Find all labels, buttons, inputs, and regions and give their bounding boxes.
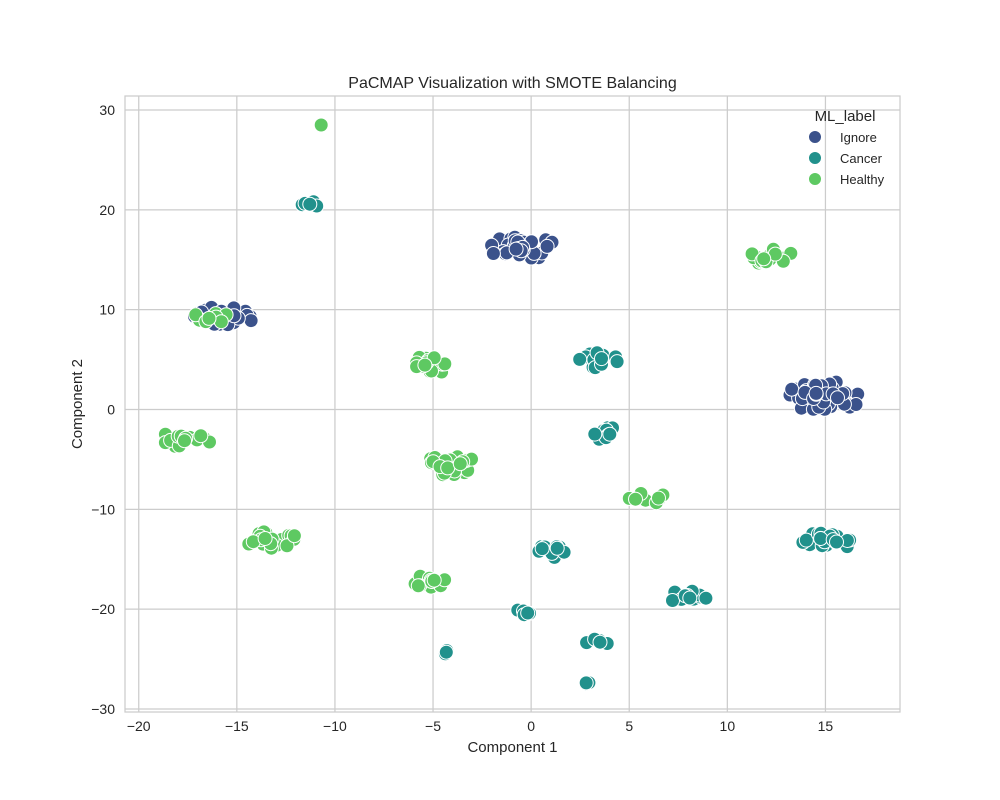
data-point (279, 538, 295, 554)
data-point (813, 531, 829, 546)
chart-title: PaCMAP Visualization with SMOTE Balancin… (348, 75, 676, 92)
data-point (651, 490, 666, 506)
data-point (539, 238, 555, 254)
y-tick-label: 30 (99, 102, 115, 118)
data-point (213, 314, 229, 330)
y-axis-label: Component 2 (69, 359, 86, 449)
legend-marker-cancer (808, 151, 822, 165)
x-tick-label: 15 (818, 718, 834, 734)
data-point (602, 426, 618, 442)
legend-label-ignore: Ignore (840, 130, 877, 145)
cluster-healthy (157, 426, 217, 454)
data-point (508, 241, 524, 257)
x-tick-label: −20 (127, 718, 151, 734)
data-point (549, 540, 565, 556)
cluster-ignore (782, 374, 866, 417)
plot-frame (124, 95, 901, 713)
cluster-cancer (579, 631, 615, 651)
y-tick-label: 10 (99, 302, 115, 318)
data-point (193, 428, 209, 444)
x-tick-label: 10 (720, 718, 736, 734)
cluster-cancer (587, 420, 620, 447)
x-tick-label: 5 (625, 718, 633, 734)
data-point (410, 578, 426, 594)
data-point (426, 572, 442, 588)
data-points (157, 117, 866, 692)
legend-label-cancer: Cancer (840, 151, 883, 166)
series-healthy (157, 117, 799, 595)
data-point (572, 351, 588, 367)
data-point (417, 357, 433, 373)
y-tick-label: 0 (107, 401, 115, 417)
cluster-healthy (409, 349, 453, 380)
data-point (286, 528, 302, 544)
cluster-cancer (572, 345, 625, 376)
data-point (830, 390, 845, 406)
cluster-cancer (665, 583, 714, 608)
y-tick-label: −30 (91, 701, 115, 717)
y-tick-label: −10 (91, 501, 115, 517)
data-point (808, 385, 824, 401)
data-point (440, 460, 456, 476)
data-point (609, 354, 625, 370)
series-cancer (294, 194, 858, 692)
data-point (201, 310, 217, 326)
y-tick-label: 20 (99, 202, 115, 218)
data-point (698, 590, 714, 606)
data-point (594, 351, 609, 367)
data-point (578, 675, 594, 691)
data-point (682, 590, 698, 606)
data-point (628, 491, 643, 507)
cluster-cancer (294, 194, 325, 214)
cluster-cancer (437, 643, 455, 662)
cluster-healthy (407, 568, 453, 595)
cluster-cancer (578, 675, 597, 692)
data-point (257, 531, 273, 546)
legend-marker-ignore (808, 130, 822, 144)
cluster-healthy (188, 306, 234, 330)
data-point (243, 313, 259, 329)
legend-label-healthy: Healthy (840, 172, 885, 187)
x-axis-label: Component 1 (467, 739, 557, 756)
data-point (438, 644, 454, 660)
data-point (592, 634, 608, 650)
data-point (313, 117, 329, 133)
data-point (534, 541, 550, 557)
y-tick-label: −20 (91, 601, 115, 617)
legend: ML_label Ignore Cancer Healthy (808, 108, 885, 187)
legend-marker-healthy (808, 172, 822, 186)
cluster-healthy (621, 486, 671, 511)
cluster-healthy (744, 241, 799, 271)
data-point (665, 593, 680, 608)
data-point (756, 251, 772, 267)
cluster-cancer (531, 539, 572, 565)
data-point (520, 605, 536, 621)
x-tick-label: 0 (527, 718, 535, 734)
x-tick-label: −5 (425, 718, 441, 734)
x-tick-label: −10 (323, 718, 347, 734)
cluster-healthy (423, 449, 479, 483)
cluster-ignore (484, 229, 560, 266)
tick-labels: −20 −15 −10 −5 0 5 10 15 −30 −20 −10 0 10 20 30 (91, 102, 833, 734)
data-point (587, 426, 603, 442)
cluster-cancer (795, 525, 858, 555)
cluster-cancer (510, 602, 537, 623)
data-point (452, 456, 468, 472)
data-point (177, 433, 192, 449)
cluster-healthy (313, 117, 329, 133)
x-tick-label: −15 (225, 718, 249, 734)
data-point (485, 246, 501, 261)
legend-title: ML_label (815, 108, 876, 125)
data-point (829, 534, 844, 550)
cluster-healthy (241, 524, 302, 556)
data-point (302, 196, 318, 212)
